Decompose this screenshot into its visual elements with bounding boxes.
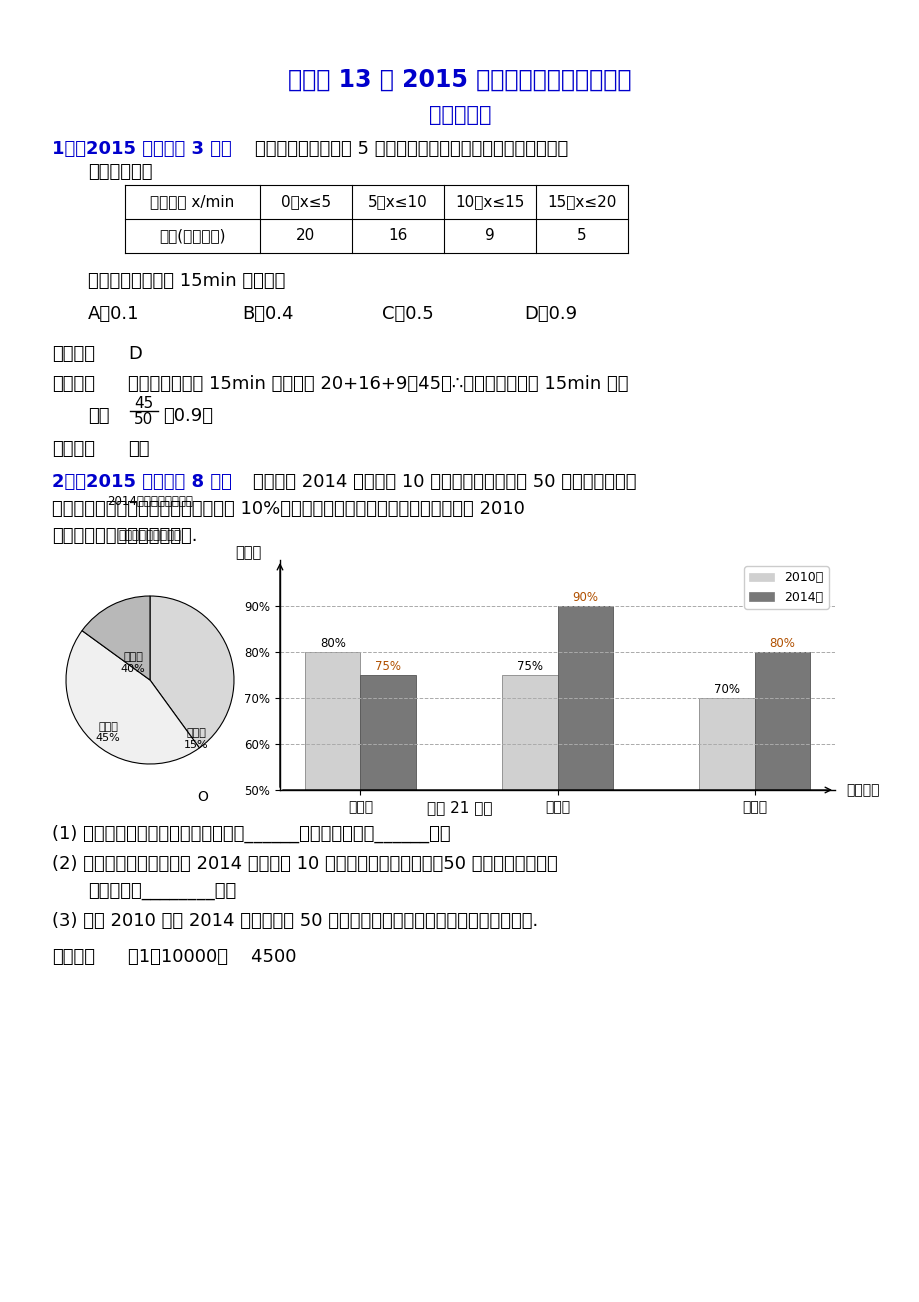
Text: D: D (128, 345, 142, 363)
Text: 教育部门从这三类学生群体中各抽取了 10%的学生进行检测，整理样本数据，并结合 2010: 教育部门从这三类学生群体中各抽取了 10%的学生进行检测，整理样本数据，并结合 … (52, 500, 525, 518)
Text: 16: 16 (388, 228, 407, 243)
Text: 合格率: 合格率 (235, 546, 262, 560)
Text: 率为: 率为 (88, 408, 109, 424)
Text: 中学生
40%: 中学生 40% (120, 652, 145, 674)
Text: 人数分布扇形统计图: 人数分布扇形统计图 (119, 529, 181, 542)
Text: 小学生
45%: 小学生 45% (96, 721, 120, 743)
Text: 1．（2015 江苏苏州 3 分）: 1．（2015 江苏苏州 3 分） (52, 141, 232, 158)
Text: 9: 9 (484, 228, 494, 243)
Text: 【答案】: 【答案】 (52, 948, 95, 966)
Text: （第 21 题）: （第 21 题） (426, 799, 493, 815)
Text: 45: 45 (134, 397, 153, 411)
Text: 大学生
15%: 大学生 15% (184, 728, 209, 750)
Text: C．0.5: C．0.5 (381, 305, 433, 323)
Wedge shape (66, 630, 199, 764)
Text: 频数分布表：: 频数分布表： (88, 163, 153, 181)
Text: 则通话时间不超过 15min 的频率为: 则通话时间不超过 15min 的频率为 (88, 272, 285, 290)
Text: 江苏省 13 市 2015 年中考数学试题分类汇编: 江苏省 13 市 2015 年中考数学试题分类汇编 (288, 68, 631, 92)
Text: （1）10000，    4500: （1）10000， 4500 (128, 948, 296, 966)
Text: D．0.9: D．0.9 (524, 305, 576, 323)
Bar (698, 698, 754, 1019)
Text: 75%: 75% (375, 660, 401, 673)
Text: B．0.4: B．0.4 (242, 305, 293, 323)
Text: 通话时间 x/min: 通话时间 x/min (150, 194, 234, 210)
Text: 频率: 频率 (128, 440, 150, 458)
Text: 90%: 90% (572, 591, 597, 604)
Text: A．0.1: A．0.1 (88, 305, 140, 323)
Text: 80%: 80% (768, 637, 794, 650)
Bar (754, 652, 809, 1019)
Text: 70%: 70% (713, 684, 739, 697)
Bar (557, 605, 612, 1019)
Text: ＝0.9。: ＝0.9。 (163, 408, 213, 424)
Text: 年抽样结果，得到下列统计图.: 年抽样结果，得到下列统计图. (52, 527, 198, 546)
Bar (305, 652, 360, 1019)
Wedge shape (150, 596, 233, 747)
Text: 频数(通话次数): 频数(通话次数) (159, 228, 225, 243)
Text: O: O (197, 790, 208, 805)
Text: 【答案】: 【答案】 (52, 345, 95, 363)
Text: 概率与统计: 概率与统计 (428, 105, 491, 125)
Bar (360, 674, 415, 1019)
Text: 2014年某地区抽样学生: 2014年某地区抽样学生 (107, 495, 193, 508)
Bar (502, 674, 557, 1019)
Text: 80%: 80% (320, 637, 346, 650)
Text: 15＜x≤20: 15＜x≤20 (547, 194, 616, 210)
Text: 学生群体: 学生群体 (845, 783, 879, 797)
Text: 学生人数为________名；: 学生人数为________名； (88, 881, 236, 900)
Text: 10＜x≤15: 10＜x≤15 (455, 194, 524, 210)
Text: 为了了解 2014 年某地区 10 万名大、中、小学生 50 米跑成绩情况，: 为了了解 2014 年某地区 10 万名大、中、小学生 50 米跑成绩情况， (253, 473, 636, 491)
Text: 【分析】: 【分析】 (52, 375, 95, 393)
Text: 小明统计了他家今年 5 月份打电话的次数及通话时间，并列出了: 小明统计了他家今年 5 月份打电话的次数及通话时间，并列出了 (255, 141, 568, 158)
Text: (3) 比较 2010 年与 2014 年抽样学生 50 米跑成绩合格率情况，写出一条正确的结论.: (3) 比较 2010 年与 2014 年抽样学生 50 米跑成绩合格率情况，写… (52, 911, 538, 930)
Text: 5＜x≤10: 5＜x≤10 (368, 194, 427, 210)
Text: 50: 50 (134, 413, 153, 427)
Text: 【考点】: 【考点】 (52, 440, 95, 458)
Text: 20: 20 (296, 228, 315, 243)
Wedge shape (82, 596, 150, 680)
Legend: 2010年, 2014年: 2010年, 2014年 (743, 566, 828, 608)
Text: (2) 根据抽样的结果，估计 2014 年该地区 10 万名大、中、小学生中，50 米跑成绩合格的中: (2) 根据抽样的结果，估计 2014 年该地区 10 万名大、中、小学生中，5… (52, 855, 557, 874)
Text: 75%: 75% (516, 660, 542, 673)
Text: 通话时间不超过 15min 的频数为 20+16+9＝45，∴通话时间不超过 15min 的频: 通话时间不超过 15min 的频数为 20+16+9＝45，∴通话时间不超过 1… (128, 375, 628, 393)
Text: 5: 5 (576, 228, 586, 243)
Text: 2．（2015 江苏南京 8 分）: 2．（2015 江苏南京 8 分） (52, 473, 232, 491)
Text: (1) 本次检测抽取了大、中、小学生共______名，其中小学生______名；: (1) 本次检测抽取了大、中、小学生共______名，其中小学生______名； (52, 825, 450, 844)
Text: 0＜x≤5: 0＜x≤5 (280, 194, 331, 210)
